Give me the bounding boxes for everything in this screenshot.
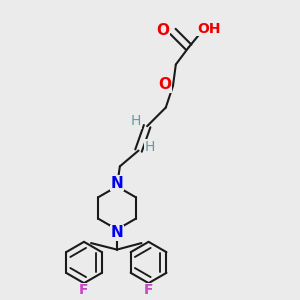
Text: H: H <box>131 114 141 128</box>
Text: F: F <box>79 283 89 297</box>
Text: H: H <box>144 140 154 154</box>
Text: O: O <box>158 77 171 92</box>
Text: OH: OH <box>197 22 220 36</box>
Text: F: F <box>144 283 153 297</box>
Text: N: N <box>111 176 123 190</box>
Text: O: O <box>156 22 170 38</box>
Text: N: N <box>111 225 123 240</box>
